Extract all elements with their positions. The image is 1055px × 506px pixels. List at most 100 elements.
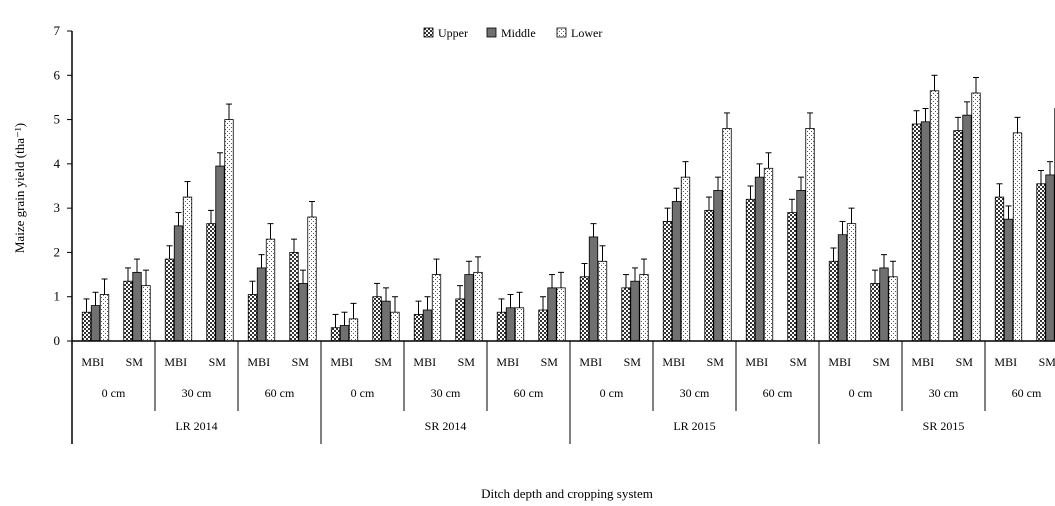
season-label: LR 2015 xyxy=(673,419,715,433)
bar-middle xyxy=(173,225,184,342)
system-label: SM xyxy=(458,355,476,369)
y-tick-label: 2 xyxy=(54,244,61,259)
bar-upper xyxy=(621,287,631,342)
bar-middle xyxy=(1003,218,1014,342)
bar-middle xyxy=(920,121,931,342)
system-label: SM xyxy=(790,355,808,369)
system-label: SM xyxy=(624,355,642,369)
system-label: SM xyxy=(126,355,144,369)
system-label: MBI xyxy=(911,355,934,369)
bar-middle xyxy=(381,300,391,342)
bar-upper xyxy=(206,223,216,342)
bars xyxy=(81,74,1055,342)
bar-lower xyxy=(182,196,193,342)
bar-middle xyxy=(215,165,225,342)
y-axis: 0 1 2 3 4 5 6 7 xyxy=(54,23,73,348)
season-label: LR 2014 xyxy=(175,419,217,433)
system-label: MBI xyxy=(330,355,353,369)
bar-middle xyxy=(1045,174,1055,342)
bar-middle xyxy=(630,280,640,342)
bar-upper xyxy=(496,311,507,342)
depth-label: 0 cm xyxy=(102,386,126,400)
depth-label: 60 cm xyxy=(1012,386,1042,400)
season-label: SR 2015 xyxy=(923,419,965,433)
system-label: SM xyxy=(956,355,974,369)
system-label: MBI xyxy=(745,355,768,369)
legend-label-upper: Upper xyxy=(438,26,468,40)
system-label: SM xyxy=(375,355,393,369)
bar-middle xyxy=(256,267,267,342)
system-label: MBI xyxy=(662,355,685,369)
y-axis-title: Maize grain yield (tha⁻¹) xyxy=(12,123,27,253)
bar-middle xyxy=(90,305,101,342)
bar-upper xyxy=(828,260,839,342)
bar-upper xyxy=(164,258,175,342)
bar-lower xyxy=(597,260,608,342)
bar-upper xyxy=(455,298,465,342)
bar-upper xyxy=(81,311,92,342)
bar-upper xyxy=(330,327,341,342)
x-axis: MBI SM MBI SM MBI SM MBI SM MBI SM MBI SM MBI SM MBI SM… xyxy=(71,340,1055,444)
depth-label: 30 cm xyxy=(680,386,710,400)
legend-swatch-lower xyxy=(556,27,567,38)
depth-label: 30 cm xyxy=(431,386,461,400)
bar-upper xyxy=(787,212,797,342)
system-label: MBI xyxy=(81,355,104,369)
bar-lower xyxy=(846,223,857,342)
system-label: SM xyxy=(873,355,891,369)
depth-label: 30 cm xyxy=(929,386,959,400)
bar-middle xyxy=(837,234,848,342)
bar-lower xyxy=(556,287,566,342)
depth-label: 60 cm xyxy=(763,386,793,400)
bar-lower xyxy=(722,128,732,342)
season-label: SR 2014 xyxy=(425,419,467,433)
bar-lower xyxy=(971,92,981,342)
bar-upper xyxy=(372,296,382,342)
bar-lower xyxy=(307,216,317,342)
depth-label: 30 cm xyxy=(182,386,212,400)
depth-label: 0 cm xyxy=(849,386,873,400)
bar-upper xyxy=(289,252,299,342)
bar-middle xyxy=(132,271,142,342)
bar-middle xyxy=(547,287,557,342)
bar-middle xyxy=(671,201,682,342)
y-tick-label: 1 xyxy=(54,289,61,304)
depth-label: 0 cm xyxy=(600,386,624,400)
bar-upper xyxy=(579,276,590,342)
system-label: SM xyxy=(209,355,227,369)
bar-middle xyxy=(879,267,889,342)
bar-upper xyxy=(994,196,1005,342)
y-tick-label: 3 xyxy=(54,200,61,215)
bar-lower xyxy=(763,167,774,342)
bar-upper xyxy=(413,314,424,342)
bar-lower xyxy=(680,176,691,342)
x-axis-title: Ditch depth and cropping system xyxy=(481,486,653,501)
bar-middle xyxy=(588,236,599,342)
bar-upper xyxy=(123,280,133,342)
bar-lower xyxy=(431,274,442,342)
bar-lower xyxy=(390,311,400,342)
bar-upper xyxy=(1036,183,1046,342)
legend: Upper Middle Lower xyxy=(423,26,602,40)
bar-lower xyxy=(224,119,234,342)
system-label: MBI xyxy=(164,355,187,369)
bar-lower xyxy=(805,128,815,342)
bar-middle xyxy=(505,307,516,342)
system-label: MBI xyxy=(828,355,851,369)
system-label: MBI xyxy=(247,355,270,369)
bar-lower xyxy=(888,276,898,342)
system-label: MBI xyxy=(994,355,1017,369)
bar-upper xyxy=(704,209,714,342)
bar-middle xyxy=(796,190,806,342)
bar-upper xyxy=(662,221,673,342)
bar-upper xyxy=(953,130,963,342)
bar-middle xyxy=(464,274,474,342)
bar-lower xyxy=(929,90,940,342)
bar-upper xyxy=(745,198,756,342)
bar-lower xyxy=(99,294,110,342)
system-label: SM xyxy=(1039,355,1055,369)
depth-label: 0 cm xyxy=(351,386,375,400)
bar-middle xyxy=(339,325,350,342)
y-tick-label: 4 xyxy=(54,156,61,171)
